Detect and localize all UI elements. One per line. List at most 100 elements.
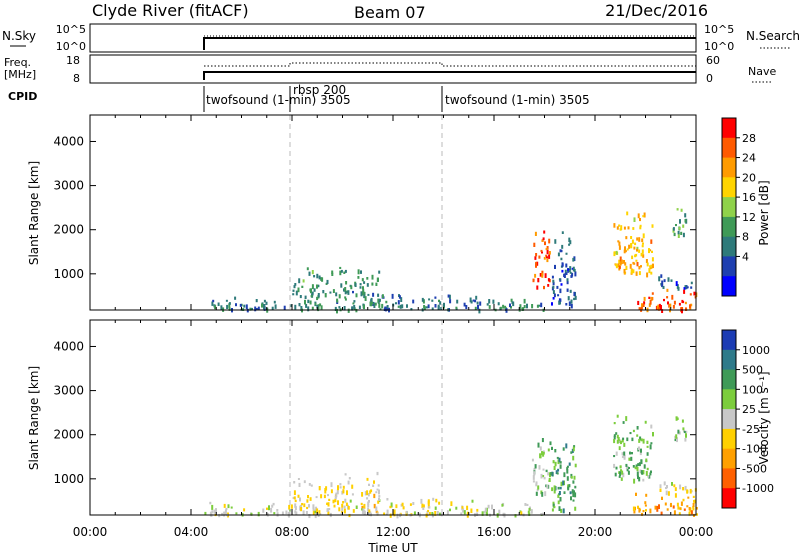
colorbar-swatch [722, 236, 736, 257]
velocity-cell [328, 508, 331, 511]
power-cell [534, 256, 537, 260]
velocity-cell [551, 508, 554, 512]
power-cell [510, 298, 513, 302]
noise-tick-left-top: 10^5 [56, 23, 86, 36]
velocity-ytick-label: 1000 [53, 472, 84, 486]
velocity-cell [534, 464, 537, 469]
power-cell [648, 303, 651, 307]
power-cell [318, 275, 321, 280]
power-cell [311, 270, 314, 275]
power-cell [366, 277, 369, 280]
power-cell [521, 307, 524, 311]
velocity-cell [636, 426, 639, 430]
velocity-cell [570, 496, 572, 501]
power-cell [633, 246, 636, 250]
power-cell [519, 304, 522, 309]
velocity-cell [325, 486, 328, 491]
velocity-cell [528, 512, 531, 516]
velocity-cell [377, 500, 380, 504]
velocity-cell [638, 507, 641, 513]
velocity-cell [362, 508, 365, 513]
power-cell [570, 299, 573, 304]
colorbar-tick-label: 1000 [742, 344, 770, 357]
velocity-cell [314, 510, 317, 514]
colorbar-tick-label: 500 [742, 364, 763, 377]
power-cell [536, 285, 539, 290]
velocity-cell [647, 475, 650, 478]
power-cell [294, 283, 297, 286]
velocity-cell [295, 511, 298, 516]
velocity-cell [484, 507, 487, 512]
velocity-cell [528, 507, 531, 511]
noise-left-label: N.Sky [2, 29, 36, 43]
velocity-cell [649, 444, 652, 450]
velocity-cell [646, 440, 649, 444]
velocity-cell [215, 508, 217, 514]
noise-tick-right-bottom: 10^0 [704, 40, 734, 53]
velocity-cell [629, 432, 632, 435]
power-cell [623, 249, 626, 254]
velocity-cell [574, 485, 577, 489]
velocity-cell [327, 502, 330, 507]
cpid-program-2: rbsp 200 [293, 83, 346, 97]
velocity-cell [549, 472, 551, 478]
power-cell [629, 263, 632, 269]
power-cell [625, 236, 628, 240]
power-cell [632, 227, 635, 230]
velocity-cell [303, 480, 306, 484]
power-cell [649, 249, 652, 252]
power-cell [658, 276, 661, 282]
velocity-cell [674, 493, 677, 498]
power-cell [246, 308, 249, 313]
velocity-cell [642, 510, 645, 513]
velocity-cell [340, 512, 343, 515]
power-cell [463, 302, 466, 307]
power-cell [536, 261, 539, 266]
velocity-cell [375, 506, 378, 512]
velocity-cell [531, 458, 534, 462]
velocity-cell [552, 503, 555, 508]
power-cell [310, 295, 313, 298]
velocity-cell [572, 493, 575, 498]
power-cell [309, 300, 312, 305]
power-cell [552, 297, 555, 300]
power-cell [455, 306, 458, 309]
velocity-cell [524, 503, 527, 506]
velocity-cell [684, 485, 687, 491]
power-cell [369, 301, 372, 307]
velocity-cell [545, 469, 548, 473]
power-cell [410, 308, 413, 311]
velocity-ylabel: Slant Range [km] [27, 366, 41, 470]
velocity-cell [673, 484, 676, 488]
velocity-cell [476, 508, 479, 512]
velocity-cell [326, 508, 329, 512]
power-cell [648, 268, 651, 274]
velocity-cell [574, 506, 577, 511]
power-cell [363, 293, 366, 299]
velocity-cell [537, 442, 540, 448]
velocity-cell [686, 489, 689, 494]
velocity-cell [235, 512, 238, 515]
velocity-cell [439, 512, 441, 516]
velocity-cell [549, 441, 552, 446]
power-cell [475, 295, 478, 300]
velocity-cell [351, 484, 354, 489]
velocity-cell [355, 505, 358, 509]
power-cell [245, 304, 248, 310]
noise-trace [203, 37, 696, 50]
power-cell [538, 304, 541, 307]
velocity-cell [645, 458, 648, 462]
power-cell [561, 262, 564, 268]
power-cell [552, 285, 555, 289]
velocity-cell [615, 432, 618, 435]
power-cell [568, 269, 571, 272]
velocity-cell [551, 487, 554, 492]
power-cell [672, 227, 675, 231]
velocity-cell [533, 471, 536, 476]
power-cell [294, 304, 297, 310]
x-tick-label: 12:00 [376, 525, 411, 539]
power-cell [289, 304, 292, 307]
power-cell [546, 246, 549, 250]
power-cell [344, 296, 347, 299]
power-cell [362, 288, 365, 293]
